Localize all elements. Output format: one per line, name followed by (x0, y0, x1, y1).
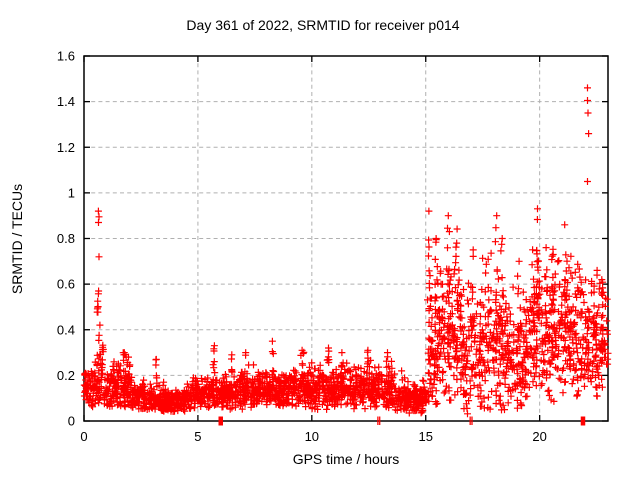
x-tick-label: 10 (305, 429, 319, 444)
chart-title: Day 361 of 2022, SRMTID for receiver p01… (186, 17, 460, 33)
axis-mark-bold (218, 416, 223, 426)
y-tick-label: 0.6 (57, 277, 75, 292)
y-tick-label: 0 (68, 414, 75, 429)
x-axis-label: GPS time / hours (292, 451, 400, 467)
y-tick-label: 1.2 (57, 140, 75, 155)
y-tick-label: 0.8 (57, 231, 75, 246)
x-tick-label: 0 (80, 429, 87, 444)
x-tick-label: 5 (194, 429, 201, 444)
x-tick-label: 20 (532, 429, 546, 444)
y-tick-label: 1.6 (57, 49, 75, 64)
axis-mark-bold (580, 416, 586, 426)
y-tick-label: 1.4 (57, 94, 75, 109)
y-tick-label: 1 (68, 185, 75, 200)
x-tick-label: 15 (419, 429, 433, 444)
y-tick-label: 0.4 (57, 322, 75, 337)
data-points (80, 84, 612, 418)
y-tick-label: 0.2 (57, 368, 75, 383)
